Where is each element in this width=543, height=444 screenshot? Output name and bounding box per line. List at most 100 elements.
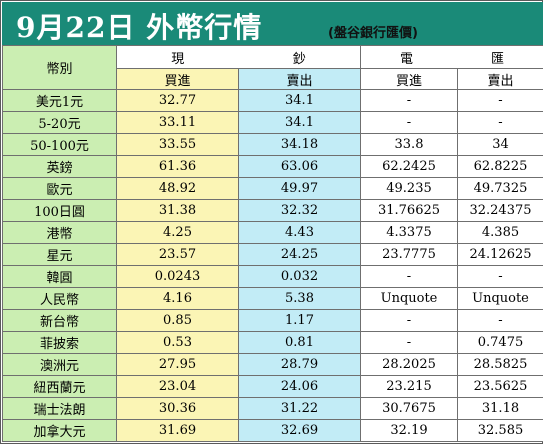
cash-sell-cell: 32.32	[238, 199, 361, 222]
table-row: 韓圓 0.0243 0.032- -	[2, 265, 543, 288]
wire-buy-cell: 28.2025	[360, 353, 458, 376]
table-row: 英鎊 61.36 63.06 62.2425 62.8225	[2, 155, 543, 178]
wire-buy-cell: -	[360, 111, 458, 134]
page-title: 9月22日 外幣行情	[16, 11, 263, 44]
wire-group-label-1: 電	[399, 51, 413, 67]
wire-buy-cell: -	[360, 265, 458, 288]
table-row: 港幣 4.25 4.43 4.3375 4.385	[2, 221, 543, 244]
wire-sell-cell: 4.385	[457, 221, 543, 244]
currency-column-header: 幣別	[2, 45, 117, 90]
table-row: 紐西蘭元 23.04 24.06 23.215 23.5625	[2, 375, 543, 398]
cash-buy-cell: 23.57	[116, 243, 239, 266]
currency-name-cell: 港幣	[2, 221, 117, 244]
cash-sell-cell: 0.81	[238, 331, 361, 354]
wire-sell-cell: -	[457, 89, 543, 112]
currency-name-cell: 瑞士法朗	[2, 397, 117, 420]
currency-name-cell: 紐西蘭元	[2, 375, 117, 398]
table-row: 星元 23.57 24.25 23.7775 24.12625	[2, 243, 543, 266]
cash-buy-cell: 4.25	[116, 221, 239, 244]
cash-sell-cell: 32.69	[238, 419, 361, 442]
cash-buy-cell: 23.04	[116, 375, 239, 398]
cash-buy-cell: 31.69	[116, 419, 239, 442]
table-row: 新台幣 0.85 1.17- -	[2, 309, 543, 332]
cash-buy-cell: 0.53	[116, 331, 239, 354]
wire-buy-cell: -	[360, 89, 458, 112]
wire-buy-cell: 30.7675	[360, 397, 458, 420]
wire-sell-cell: -	[457, 265, 543, 288]
wire-buy-cell: -	[360, 331, 458, 354]
cash-buy-header: 買進	[116, 68, 239, 90]
cash-buy-cell: 0.0243	[116, 265, 239, 288]
currency-name-cell: 英鎊	[2, 155, 117, 178]
currency-name-cell: 澳洲元	[2, 353, 117, 376]
cash-buy-cell: 48.92	[116, 177, 239, 200]
currency-name-cell: 50-100元	[2, 133, 117, 156]
cash-buy-cell: 33.55	[116, 133, 239, 156]
currency-name-cell: 加拿大元	[2, 419, 117, 442]
currency-name-cell: 菲披索	[2, 331, 117, 354]
cash-sell-cell: 4.43	[238, 221, 361, 244]
currency-name-cell: 100日圓	[2, 199, 117, 222]
cash-buy-cell: 30.36	[116, 397, 239, 420]
wire-buy-cell: 32.19	[360, 419, 458, 442]
cash-buy-cell: 0.85	[116, 309, 239, 332]
currency-name-cell: 新台幣	[2, 309, 117, 332]
wire-buy-cell: -	[360, 309, 458, 332]
cash-buy-cell: 32.77	[116, 89, 239, 112]
wire-buy-cell: 4.3375	[360, 221, 458, 244]
table-row: 人民幣 4.16 5.38 Unquote Unquote	[2, 287, 543, 310]
wire-sell-cell: 32.24375	[457, 199, 543, 222]
exchange-rate-table: 幣別 現鈔 電匯 買進 賣出 買進 賣出 美元1元 32.77 34.1- -5-20…	[2, 45, 543, 442]
cash-sell-cell: 0.032	[238, 265, 361, 288]
wire-sell-cell: 32.585	[457, 419, 543, 442]
wire-sell-cell: 28.5825	[457, 353, 543, 376]
currency-name-cell: 美元1元	[2, 89, 117, 112]
wire-group-header: 電匯	[360, 45, 543, 69]
cash-sell-cell: 49.97	[238, 177, 361, 200]
cash-sell-cell: 24.06	[238, 375, 361, 398]
wire-sell-header: 賣出	[457, 68, 543, 90]
wire-sell-cell: Unquote	[457, 287, 543, 310]
table-row: 菲披索 0.53 0.81-0.7475	[2, 331, 543, 354]
wire-sell-cell: 62.8225	[457, 155, 543, 178]
wire-buy-cell: 62.2425	[360, 155, 458, 178]
wire-sell-cell: 31.18	[457, 397, 543, 420]
cash-buy-cell: 4.16	[116, 287, 239, 310]
wire-sell-cell: 24.12625	[457, 243, 543, 266]
table-row: 歐元 48.92 49.97 49.235 49.7325	[2, 177, 543, 200]
wire-sell-cell: 49.7325	[457, 177, 543, 200]
wire-buy-cell: 49.235	[360, 177, 458, 200]
currency-name-cell: 歐元	[2, 177, 117, 200]
wire-buy-cell: 23.7775	[360, 243, 458, 266]
cash-sell-cell: 34.18	[238, 133, 361, 156]
cash-sell-cell: 31.22	[238, 397, 361, 420]
currency-name-cell: 韓圓	[2, 265, 117, 288]
title-bar: 9月22日 外幣行情 (盤谷銀行匯價)	[2, 2, 543, 45]
page-subtitle: (盤谷銀行匯價)	[328, 26, 418, 41]
wire-buy-cell: 31.76625	[360, 199, 458, 222]
cash-group-label-1: 現	[171, 51, 185, 67]
cash-sell-cell: 34.1	[238, 89, 361, 112]
cash-sell-cell: 28.79	[238, 353, 361, 376]
table-row: 50-100元 33.55 34.18 33.8 34	[2, 133, 543, 156]
wire-buy-header: 買進	[360, 68, 458, 90]
table-row: 100日圓 31.38 32.32 31.76625 32.24375	[2, 199, 543, 222]
wire-sell-cell: 0.7475	[457, 331, 543, 354]
cash-sell-cell: 1.17	[238, 309, 361, 332]
currency-name-cell: 人民幣	[2, 287, 117, 310]
wire-sell-cell: 23.5625	[457, 375, 543, 398]
wire-sell-cell: 34	[457, 133, 543, 156]
cash-sell-cell: 24.25	[238, 243, 361, 266]
header-row-sub: 買進 賣出 買進 賣出	[3, 68, 543, 90]
table-row: 加拿大元 31.69 32.69 32.19 32.585	[2, 419, 543, 442]
wire-sell-cell: -	[457, 111, 543, 134]
wire-buy-cell: 33.8	[360, 133, 458, 156]
cash-buy-cell: 33.11	[116, 111, 239, 134]
wire-buy-cell: 23.215	[360, 375, 458, 398]
cash-sell-cell: 34.1	[238, 111, 361, 134]
cash-group-label-2: 鈔	[292, 51, 306, 67]
table-row: 美元1元 32.77 34.1- -	[2, 89, 543, 112]
wire-group-label-2: 匯	[490, 51, 504, 67]
cash-buy-cell: 27.95	[116, 353, 239, 376]
